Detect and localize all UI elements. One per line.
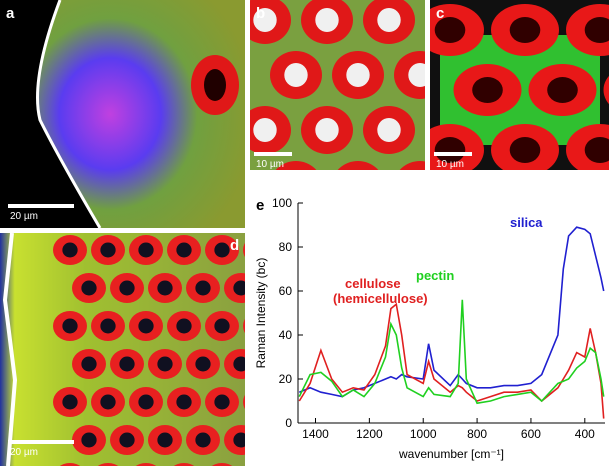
cell-lumen — [510, 137, 541, 163]
cell-lumen — [284, 173, 307, 197]
cell-lumen — [346, 173, 369, 197]
scale-bar-label: 20 µm — [10, 447, 38, 458]
y-tick-label: 100 — [272, 196, 292, 210]
cell-lumen — [195, 433, 210, 448]
cell-lumen — [233, 433, 248, 448]
series-label: silica — [510, 215, 543, 230]
cell-lumen — [233, 357, 248, 372]
cell-lumen — [62, 319, 77, 334]
scale-bar-label: 10 µm — [436, 159, 464, 170]
series-label: cellulose — [345, 276, 401, 291]
x-axis-label: wavenumber [cm⁻¹] — [398, 447, 504, 461]
cell-lumen — [195, 357, 210, 372]
cell-lumen — [472, 197, 503, 223]
panel-label: b — [256, 5, 265, 22]
panel-label: c — [436, 5, 444, 22]
cell-lumen — [315, 118, 338, 142]
cell-lumen — [195, 281, 210, 296]
series-label: pectin — [416, 268, 454, 283]
cell-lumen — [176, 395, 191, 410]
cell-lumen — [253, 118, 276, 142]
panel-label: d — [230, 237, 239, 254]
cell-lumen — [81, 281, 96, 296]
cell-lumen — [176, 319, 191, 334]
cell-lumen — [100, 319, 115, 334]
cell-lumen — [214, 243, 229, 258]
cell-lumen — [119, 433, 134, 448]
scale-bar — [8, 440, 74, 444]
cell-lumen — [119, 281, 134, 296]
x-tick-label: 1000 — [410, 427, 437, 441]
cell-wall — [243, 387, 277, 417]
cell-lumen — [138, 243, 153, 258]
y-tick-label: 60 — [279, 284, 293, 298]
y-tick-label: 80 — [279, 240, 293, 254]
cell-lumen — [472, 77, 503, 103]
cell-lumen — [346, 63, 369, 87]
cell-lumen — [284, 63, 307, 87]
panel-d — [0, 233, 277, 466]
cell-lumen — [138, 319, 153, 334]
y-tick-label: 0 — [285, 416, 292, 430]
cell-wall — [604, 184, 609, 236]
series-line — [299, 227, 603, 396]
annotation: (hemicellulose) — [333, 291, 428, 306]
y-tick-label: 20 — [279, 372, 293, 386]
cell-lumen — [157, 433, 172, 448]
cell-lumen — [138, 395, 153, 410]
cell-lumen — [252, 243, 267, 258]
cell-lumen — [408, 63, 431, 87]
cell-lumen — [252, 395, 267, 410]
series-line — [299, 304, 603, 418]
cell-lumen — [157, 281, 172, 296]
y-tick-label: 40 — [279, 328, 293, 342]
y-axis-label: Raman Intensity (bc) — [254, 258, 268, 369]
cell-lumen — [100, 243, 115, 258]
cell-lumen — [315, 8, 338, 32]
cells — [416, 4, 609, 236]
panel-label: a — [6, 5, 15, 22]
x-tick-label: 600 — [521, 427, 541, 441]
cell-lumen — [176, 243, 191, 258]
scale-bar-label: 20 µm — [10, 211, 38, 222]
cell-lumen — [157, 357, 172, 372]
panel-label: e — [256, 197, 264, 214]
x-tick-label: 1200 — [356, 427, 383, 441]
cell-lumen — [100, 395, 115, 410]
cell-lumen — [377, 118, 400, 142]
scale-bar — [8, 204, 74, 208]
cell-lumen — [81, 433, 96, 448]
cell-lumen — [119, 357, 134, 372]
x-tick-label: 400 — [575, 427, 595, 441]
cell-lumen — [510, 17, 541, 43]
cell-lumen — [377, 8, 400, 32]
x-tick-label: 1400 — [302, 427, 329, 441]
cell-lumen — [214, 319, 229, 334]
cell-wall — [332, 161, 384, 209]
cell-lumen — [547, 197, 578, 223]
cell-lumen — [62, 395, 77, 410]
cell-lumen — [547, 77, 578, 103]
panel-c — [416, 0, 609, 236]
cell-lumen — [408, 173, 431, 197]
scale-bar — [254, 152, 292, 156]
cell-lumen — [233, 281, 248, 296]
scale-bar — [434, 152, 472, 156]
x-tick-label: 800 — [467, 427, 487, 441]
cell-lumen — [81, 357, 96, 372]
scale-bar-label: 10 µm — [256, 159, 284, 170]
cell-lumen — [204, 69, 226, 101]
cell-lumen — [214, 395, 229, 410]
cell-lumen — [62, 243, 77, 258]
panel-a — [0, 0, 245, 228]
